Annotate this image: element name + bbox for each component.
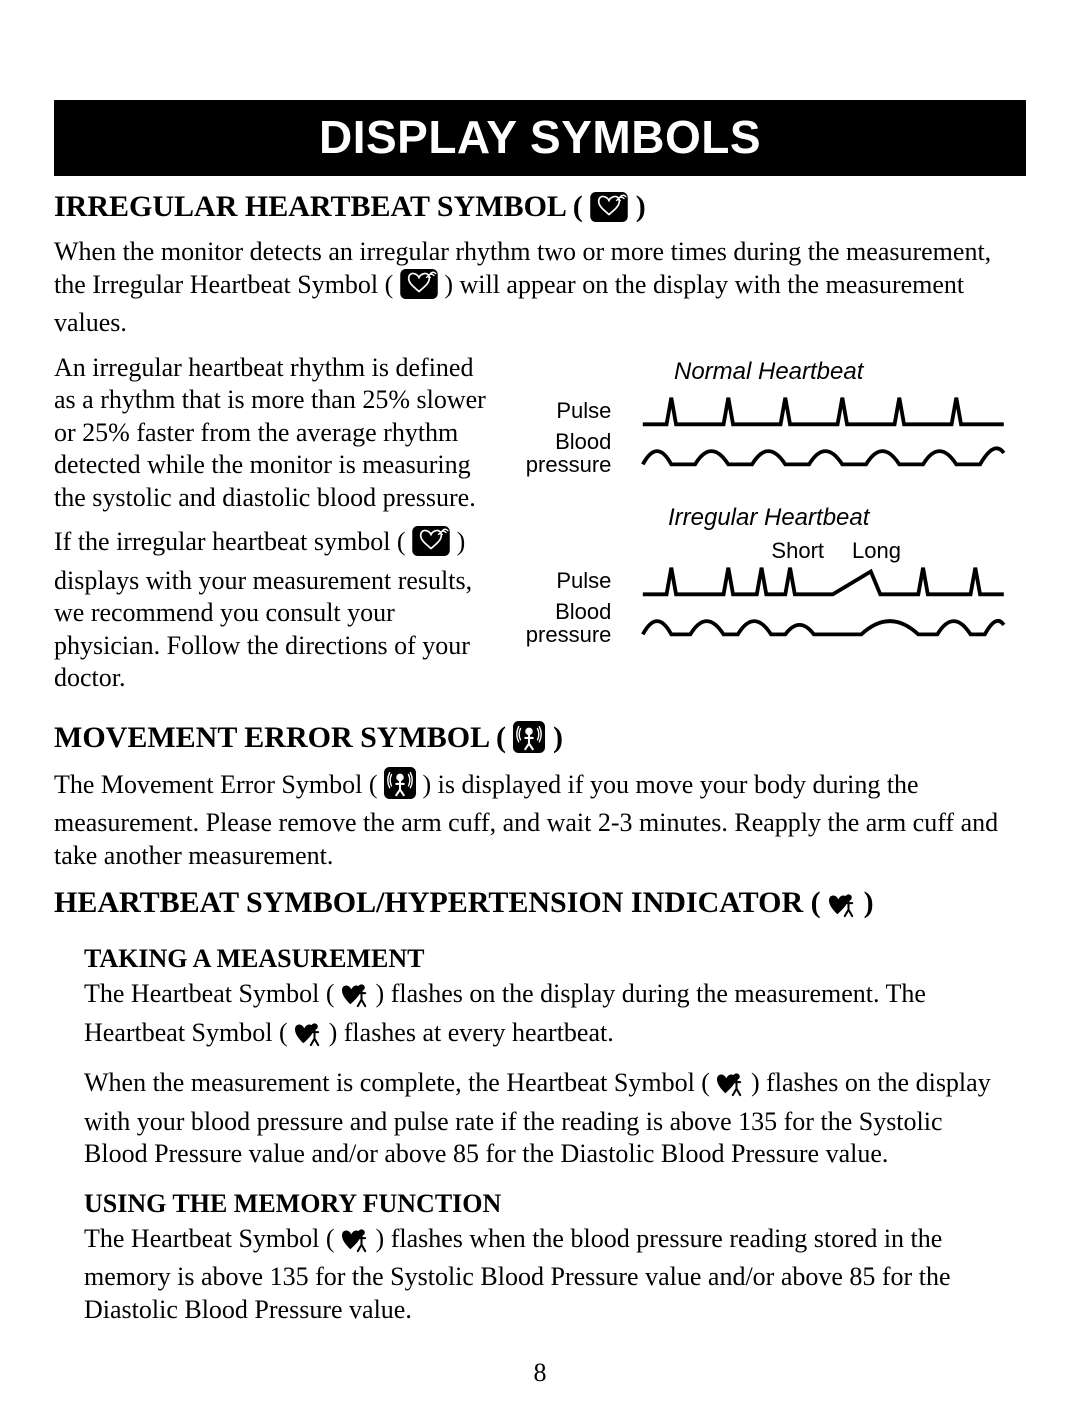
heartbeat-icon xyxy=(294,1021,322,1056)
movement-error-icon xyxy=(384,767,416,808)
irregular-heartbeat-icon xyxy=(590,192,628,230)
memory-function-p1: The Heartbeat Symbol ( ) flashes when th… xyxy=(84,1223,996,1327)
movement-para: The Movement Error Symbol ( ) is display… xyxy=(54,767,1026,873)
heartbeat-icon xyxy=(716,1071,744,1106)
pulse-waveform-irregular xyxy=(621,562,1026,600)
long-label: Long xyxy=(852,538,901,564)
pulse-waveform-normal xyxy=(621,392,1026,430)
page-number: 8 xyxy=(54,1358,1026,1388)
bp-waveform-irregular xyxy=(621,604,1026,642)
heartbeat-icon xyxy=(341,982,369,1017)
irregular-para-1: When the monitor detects an irregular rh… xyxy=(54,236,1026,340)
diagram-title: Normal Heartbeat xyxy=(511,358,1026,386)
taking-measurement-p1: The Heartbeat Symbol ( ) flashes on the … xyxy=(84,978,996,1055)
pulse-label: Pulse xyxy=(511,399,611,422)
subsection-memory-function: USING THE MEMORY FUNCTION xyxy=(84,1189,1026,1219)
section-heading-irregular: IRREGULAR HEARTBEAT SYMBOL ( ) xyxy=(54,190,1026,230)
taking-measurement-p2: When the measurement is complete, the He… xyxy=(84,1067,996,1171)
section-heading-heartbeat: HEARTBEAT SYMBOL/HYPERTENSION INDICATOR … xyxy=(54,886,1026,926)
irregular-heartbeat-icon xyxy=(400,269,438,308)
bp-label: Blood pressure xyxy=(511,430,611,476)
page-container: DISPLAY SYMBOLS IRREGULAR HEARTBEAT SYMB… xyxy=(0,0,1080,1428)
diagram-irregular: Irregular Heartbeat Short Long Pulse Blo… xyxy=(511,504,1026,646)
diagram-title: Irregular Heartbeat xyxy=(511,504,1026,532)
heartbeat-icon xyxy=(341,1227,369,1262)
bp-waveform-normal xyxy=(621,434,1026,472)
short-label: Short xyxy=(771,538,824,564)
heartbeat-icon xyxy=(828,892,856,926)
heading-text: ) xyxy=(628,190,646,223)
subsection-taking-measurement: TAKING A MEASUREMENT xyxy=(84,944,1026,974)
movement-error-icon xyxy=(513,721,545,761)
section-heading-movement: MOVEMENT ERROR SYMBOL ( ) xyxy=(54,721,1026,761)
heading-text: IRREGULAR HEARTBEAT SYMBOL ( xyxy=(54,190,590,223)
pulse-label: Pulse xyxy=(511,569,611,592)
diagram-normal: Normal Heartbeat Pulse Blood pressure xyxy=(511,358,1026,476)
irregular-para-3: If the irregular heartbeat symbol ( ) di… xyxy=(54,526,491,695)
irregular-heartbeat-icon xyxy=(412,526,450,565)
page-title: DISPLAY SYMBOLS xyxy=(54,100,1026,176)
irregular-para-2: An irregular heartbeat rhythm is defined… xyxy=(54,352,491,515)
bp-label: Blood pressure xyxy=(511,600,611,646)
